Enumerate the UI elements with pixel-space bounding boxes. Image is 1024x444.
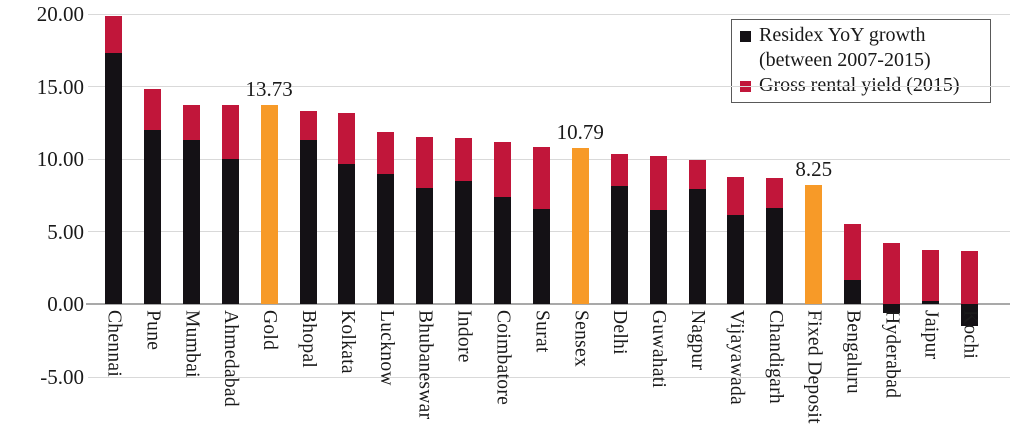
bar-segment-rental [105,16,122,54]
category-label: Sensex [570,310,592,368]
legend-entry: Residex YoY growth (between 2007-2015) [740,23,984,73]
y-axis-tick-label: 5.00 [47,219,84,244]
category-label: Bengaluru [842,310,864,394]
legend-label: Residex YoY growth (between 2007-2015) [759,24,931,71]
bar-segment-residex [416,188,434,305]
bar-segment-rental [182,105,200,141]
y-axis-tick-label: 15.00 [36,74,84,99]
bar-segment-residex [377,174,395,305]
bar-segment-rental [299,111,317,140]
bar-segment-rental [494,141,511,197]
bar-segment-residex [494,196,511,305]
category-label: Guwahati [648,310,670,389]
bar-segment-rental [455,138,473,181]
legend-label: Gross rental yield (2015) [759,74,960,96]
bar-benchmark [805,184,823,305]
bar-segment-residex [105,53,122,305]
bar-segment-rental [883,242,900,305]
category-label: Nagpur [687,310,708,371]
bar-segment-residex [455,180,473,305]
bar-benchmark [260,105,278,305]
category-label: Mumbai [181,310,203,378]
bar-segment-rental [532,146,550,209]
x-axis-line [86,303,1010,306]
bar-segment-rental [727,177,745,216]
category-label: Fixed Deposit [803,310,825,424]
bar-segment-residex [688,188,706,305]
category-label: Ahmedabad [220,310,242,407]
y-axis-tick-label: 0.00 [47,292,84,317]
bar-segment-rental [960,251,978,305]
category-label: Surat [531,310,553,353]
category-label: Indore [453,310,475,363]
category-label: Jaipur [920,310,942,360]
bar-segment-rental [338,112,356,164]
category-label: Pune [142,310,164,351]
category-label: Coimbatore [492,310,514,406]
bar-segment-residex [143,130,161,305]
category-label: Bhopal [298,310,319,369]
category-label: Bhubaneswar [414,310,436,420]
bar-segment-rental [688,159,706,189]
bar-segment-residex [960,304,978,327]
benchmark-value-label: 8.25 [795,156,833,181]
category-label: Gold [259,310,281,351]
category-label: Chandigarh [764,310,786,404]
category-label: Kochi [959,310,981,360]
gridline [88,13,1010,15]
bar-segment-residex [610,186,628,305]
bar-segment-residex [338,163,356,305]
bar-segment-residex [221,159,239,305]
bar-segment-residex [299,139,317,305]
category-label: Lucknow [375,310,397,386]
y-axis-tick-label: 10.00 [36,147,84,172]
y-axis-tick-label: -5.00 [40,365,84,389]
bar-segment-rental [416,137,434,189]
bar-segment-residex [766,207,784,305]
benchmark-value-label: 13.73 [245,77,293,102]
bar-segment-residex [649,210,667,305]
bar-segment-rental [766,178,784,208]
category-label: Vijayawada [725,310,747,405]
bar-segment-residex [532,208,550,305]
bar-segment-rental [221,105,239,160]
bar-segment-rental [610,154,628,187]
bar-segment-residex [844,280,862,305]
y-axis-tick-label: 20.00 [36,2,84,26]
benchmark-value-label: 10.79 [556,119,604,144]
bar-segment-rental [844,223,862,281]
category-label: Delhi [609,310,631,355]
bar-segment-residex [921,301,939,305]
bar-segment-residex [883,304,900,314]
bar-segment-rental [921,249,939,302]
bar-segment-residex [182,140,200,305]
gridline [88,376,1010,378]
legend: Residex YoY growth (between 2007-2015) Gr… [731,19,991,103]
category-label: Hyderabad [881,310,903,399]
bar-segment-residex [727,215,745,305]
bar-segment-rental [649,155,667,210]
bar-benchmark [571,147,589,305]
bar-segment-rental [377,132,395,175]
bar-segment-rental [143,88,161,131]
category-label: Chennai [103,310,125,378]
gridline [88,86,1010,88]
category-label: Kolkata [336,310,358,374]
legend-swatch-icon [740,31,751,42]
